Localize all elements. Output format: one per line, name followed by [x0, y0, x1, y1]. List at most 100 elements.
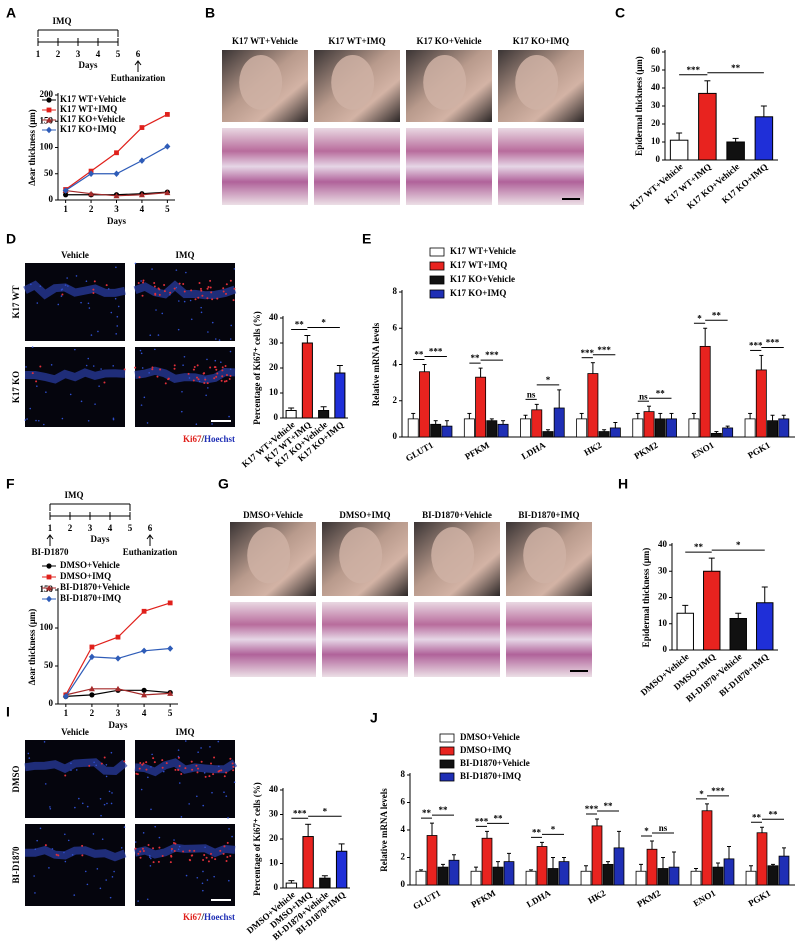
nucleus-dot	[110, 751, 113, 754]
ki67-dot	[123, 368, 126, 371]
x-tick-label: 5	[165, 204, 170, 214]
nucleus-dot	[49, 807, 52, 810]
ear-shape	[239, 55, 283, 110]
nucleus-dot	[87, 419, 90, 422]
y-axis-label: Epidermal thickness (μm)	[634, 56, 644, 156]
y-tick-label: 50	[651, 64, 661, 74]
panel-label: E	[362, 231, 371, 247]
bar	[710, 432, 722, 438]
ki67-dot	[170, 855, 173, 858]
ki67-dot	[93, 280, 96, 283]
nucleus-dot	[81, 802, 84, 805]
nucleus-dot	[229, 338, 232, 340]
bar	[613, 847, 625, 886]
arrow-head	[134, 60, 142, 66]
nucleus-dot	[50, 364, 53, 366]
nucleus-dot	[93, 761, 95, 764]
nucleus-dot	[147, 776, 149, 779]
day-label: 5	[128, 523, 133, 533]
nucleus-dot	[189, 299, 192, 302]
nucleus-dot	[162, 770, 165, 773]
ki67-dot	[161, 759, 164, 762]
ki67-dot	[225, 860, 228, 863]
ki67-dot	[219, 849, 222, 852]
column-header: K17 WT+IMQ	[328, 36, 385, 46]
he-section	[230, 602, 316, 677]
legend-swatch	[439, 733, 455, 743]
bar	[657, 868, 669, 886]
ki67-dot	[191, 768, 194, 771]
y-tick-label: 40	[658, 539, 668, 549]
bar	[701, 810, 713, 886]
legend-label: DMSO+Vehicle	[460, 732, 520, 742]
y-tick-label: 0	[274, 412, 279, 422]
bar	[754, 116, 774, 161]
ki67-dot	[158, 288, 161, 291]
ki67-dot	[158, 846, 161, 849]
point	[89, 644, 95, 650]
arrow-head	[46, 534, 54, 540]
y-tick-label: 20	[658, 592, 668, 602]
ki67-dot	[202, 858, 205, 861]
ki67-dot	[232, 765, 235, 768]
bar	[553, 407, 565, 438]
bar	[643, 411, 655, 438]
hoechst-band	[134, 366, 236, 384]
fluorescence-image	[25, 347, 125, 427]
significance-label: ***	[485, 350, 499, 360]
nucleus-dot	[151, 753, 153, 756]
nucleus-dot	[88, 307, 91, 309]
significance-label: **	[295, 320, 305, 330]
treatment-label: IMQ	[53, 16, 72, 26]
ki67-dot	[158, 293, 161, 296]
nucleus-dot	[64, 284, 67, 286]
nucleus-dot	[198, 380, 201, 383]
ki67-dot	[225, 292, 228, 295]
ear-shape	[423, 55, 467, 110]
nucleus-dot	[98, 385, 100, 387]
ki67-dot	[222, 852, 225, 855]
point	[167, 690, 174, 696]
bar	[426, 835, 438, 886]
nucleus-dot	[200, 747, 202, 749]
significance-label: ***	[749, 341, 763, 351]
nucleus-dot	[29, 407, 32, 410]
point	[88, 170, 95, 177]
nucleus-dot	[30, 283, 32, 286]
nucleus-dot	[141, 367, 144, 369]
bar	[430, 423, 442, 438]
ki67-dot	[204, 378, 207, 381]
stain-legend-part: /	[200, 434, 204, 444]
legend-marker	[46, 97, 52, 103]
ki67-dot	[226, 855, 229, 858]
ki67-dot	[223, 775, 226, 778]
bar	[437, 866, 449, 886]
ki67-dot	[209, 852, 212, 855]
ki67-dot	[200, 760, 203, 763]
significance-label: ***	[597, 345, 611, 355]
legend-marker	[46, 126, 52, 134]
nucleus-dot	[67, 285, 69, 287]
nucleus-dot	[183, 355, 186, 358]
fluorescence-image	[135, 824, 235, 906]
nucleus-dot	[196, 876, 199, 879]
bar	[756, 832, 768, 886]
panel-label: B	[205, 5, 215, 21]
nucleus-dot	[140, 352, 143, 355]
nucleus-dot	[177, 749, 180, 751]
day-label: 5	[116, 49, 121, 59]
stain-legend-part: Hoechst	[204, 434, 235, 444]
nucleus-dot	[109, 896, 112, 899]
bar	[547, 868, 559, 886]
ki67-dot	[209, 286, 212, 289]
nucleus-dot	[146, 898, 149, 901]
significance-label: *	[323, 806, 328, 816]
nucleus-dot	[203, 772, 206, 774]
ki67-dot	[192, 379, 195, 382]
bar	[654, 418, 666, 438]
ki67-dot	[142, 279, 145, 282]
nucleus-dot	[140, 280, 142, 282]
nucleus-dot	[112, 418, 115, 421]
fluorescence-image	[135, 347, 235, 427]
bar	[587, 373, 599, 438]
